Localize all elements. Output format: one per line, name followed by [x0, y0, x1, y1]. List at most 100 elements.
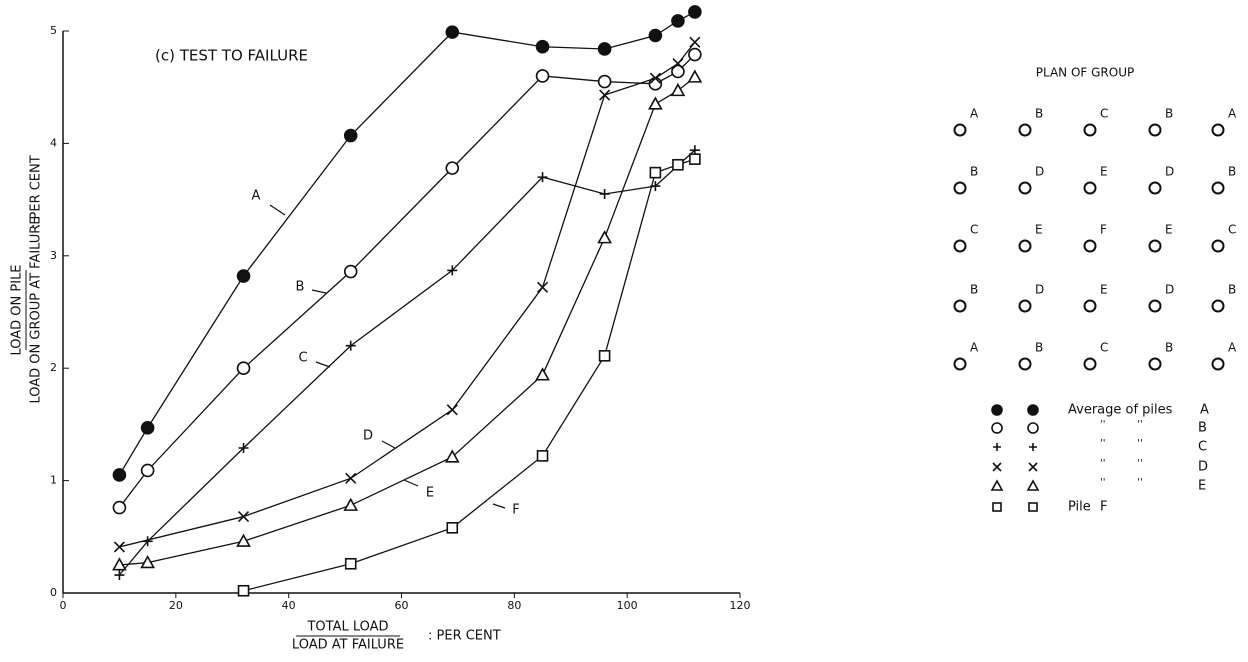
x-label-denominator: LOAD AT FAILURE — [292, 638, 404, 653]
curve-label: C — [298, 351, 307, 366]
point — [536, 450, 549, 462]
legend-label: E — [1198, 479, 1206, 494]
pile-label: C — [1228, 223, 1236, 237]
pile-label: D — [1035, 165, 1044, 179]
pile — [1083, 239, 1097, 253]
point — [992, 462, 1002, 472]
pile — [1211, 299, 1225, 313]
legend-text: '' '' — [1100, 477, 1143, 488]
pile — [1148, 123, 1162, 137]
pile-label: E — [1100, 283, 1108, 297]
x-tick-label: 60 — [395, 599, 409, 612]
series-line — [118, 54, 696, 508]
y-tick-label: 5 — [50, 24, 57, 37]
point — [236, 269, 251, 283]
pile — [1018, 181, 1032, 195]
pile — [1018, 239, 1032, 253]
arrow — [381, 440, 396, 449]
y-label: LOAD ON PILE LOAD ON GROUP AT FAILURE : … — [10, 155, 44, 403]
pile — [1018, 299, 1032, 313]
point — [599, 188, 610, 199]
point — [445, 161, 460, 175]
pile-label: B — [1228, 165, 1236, 179]
pile-label: A — [970, 341, 979, 355]
pile-label: B — [1035, 107, 1043, 121]
point — [671, 64, 685, 79]
point — [343, 128, 358, 143]
pile — [953, 123, 967, 137]
pile — [953, 239, 967, 253]
pile — [1018, 123, 1032, 137]
pile-label: A — [1228, 107, 1237, 121]
point — [236, 361, 251, 376]
point — [672, 58, 684, 70]
series-line — [119, 41, 696, 548]
pile-label: C — [970, 223, 978, 237]
y-tick-label: 1 — [50, 474, 57, 487]
pile — [1211, 357, 1225, 371]
legend-label: B — [1198, 421, 1207, 436]
legend-label: A — [1200, 403, 1209, 418]
point — [112, 557, 127, 571]
pile — [1211, 239, 1225, 253]
x-tick-label: 40 — [282, 599, 296, 612]
pile — [1083, 357, 1097, 371]
pile — [1083, 123, 1097, 137]
pile-label: D — [1035, 283, 1044, 297]
chart-title: (c) TEST TO FAILURE — [155, 47, 308, 65]
point — [648, 96, 663, 110]
point — [140, 555, 155, 569]
arrow — [403, 479, 419, 487]
point — [112, 468, 127, 482]
pile — [1083, 181, 1097, 195]
arrow — [311, 289, 327, 294]
pile — [1148, 239, 1162, 253]
curve-label: F — [512, 503, 519, 518]
point — [991, 404, 1003, 416]
pile — [1148, 181, 1162, 195]
point — [114, 570, 125, 581]
y-tick-label: 4 — [50, 136, 57, 149]
point — [1027, 404, 1039, 416]
point — [597, 42, 612, 56]
point — [597, 74, 612, 89]
point — [113, 541, 125, 553]
pile-label: B — [1228, 283, 1236, 297]
point — [672, 158, 684, 171]
point — [1026, 479, 1040, 491]
point — [536, 281, 549, 293]
legend-label: C — [1198, 440, 1207, 455]
pile-label: D — [1165, 283, 1174, 297]
y-label-suffix: : PER CENT — [29, 155, 44, 228]
curve-label: B — [296, 280, 305, 295]
x-tick-label: 100 — [617, 599, 638, 612]
point — [535, 367, 550, 381]
pile — [1018, 357, 1032, 371]
x-tick-label: 0 — [60, 599, 67, 612]
point — [343, 497, 359, 511]
pile-label: E — [1100, 165, 1108, 179]
x-label-suffix: : PER CENT — [428, 629, 501, 644]
pile — [1211, 181, 1225, 195]
point — [344, 557, 357, 570]
y-tick-label: 2 — [50, 361, 57, 374]
point — [991, 422, 1003, 434]
y-tick-label: 3 — [50, 249, 57, 262]
x-tick-label: 80 — [507, 599, 521, 612]
point — [689, 36, 701, 48]
x-tick-label: 120 — [730, 599, 751, 612]
point — [345, 340, 356, 351]
point — [446, 404, 458, 416]
point — [648, 28, 663, 43]
point — [236, 533, 251, 547]
point — [112, 500, 127, 515]
legend-text: Pile — [1068, 500, 1091, 515]
arrow — [269, 204, 286, 216]
point — [688, 47, 702, 62]
pile — [1083, 299, 1097, 313]
point — [990, 479, 1004, 491]
point — [599, 89, 611, 101]
point — [445, 25, 460, 39]
legend-text: Average of piles — [1068, 403, 1173, 418]
point — [1028, 502, 1038, 512]
